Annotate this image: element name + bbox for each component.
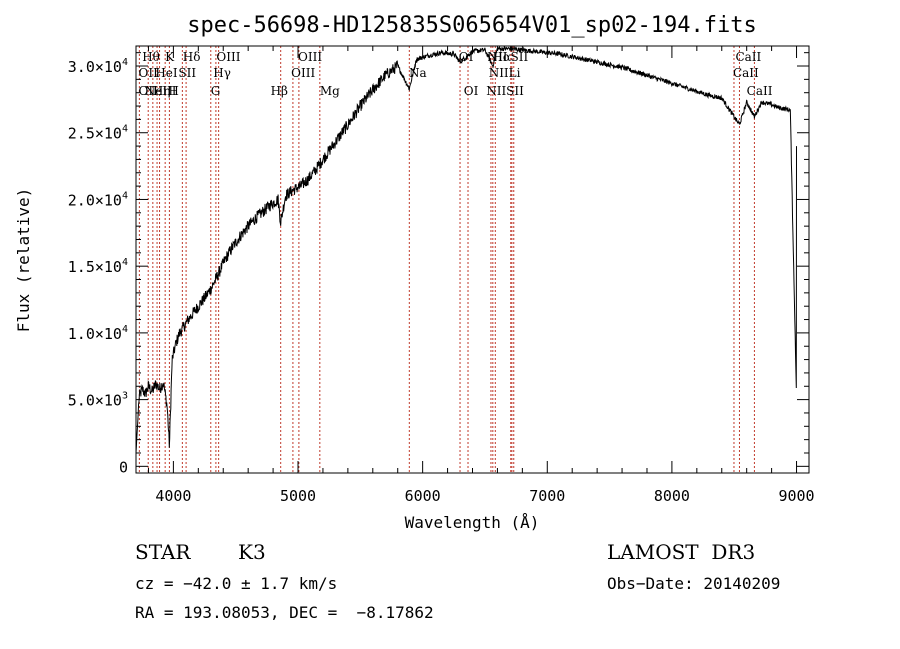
x-tick-label: 8000: [654, 487, 690, 505]
line-label: OI: [464, 84, 479, 98]
line-label: OIII: [298, 50, 322, 64]
y-tick-label: 0: [119, 458, 128, 476]
line-label: G: [211, 84, 221, 98]
line-label: Hδ: [183, 50, 201, 64]
line-label: NII: [487, 50, 507, 64]
line-label: CaII: [747, 84, 773, 98]
line-label: OII: [138, 84, 158, 98]
axes: 4000 5000 6000 7000 8000 9000 0 5.0×103 1.0×104 1…: [68, 46, 815, 505]
x-tick-label: 4000: [155, 487, 191, 505]
line-label: NII: [486, 84, 506, 98]
spectral-subclass: K3: [238, 540, 266, 564]
line-label: Hγ: [213, 66, 231, 80]
x-tick-label: 6000: [405, 487, 441, 505]
coordinates: RA = 193.08053, DEC = −8.17862: [135, 603, 434, 622]
line-label: Hθ: [142, 50, 160, 64]
redshift-cz: cz = −42.0 ± 1.7 km/s: [135, 574, 338, 593]
line-label: OII: [138, 66, 158, 80]
y-tick-label: 1.0×104: [68, 324, 128, 343]
emission-line-markers: [138, 46, 755, 473]
x-tick-label: 5000: [280, 487, 316, 505]
y-axis-label: Flux (relative): [14, 188, 33, 333]
line-label: CaII: [733, 66, 759, 80]
line-label: NII: [489, 66, 509, 80]
line-label: Hη: [153, 84, 171, 98]
line-label: CaII: [735, 50, 761, 64]
line-label: NeIII: [145, 84, 177, 98]
y-tick-label: 1.5×104: [68, 257, 128, 276]
line-label: Mg: [320, 84, 340, 98]
line-label: SII: [506, 84, 524, 98]
y-tick-label: 2.0×104: [68, 190, 128, 209]
line-label: Hα: [492, 50, 511, 64]
plot-frame: [135, 45, 810, 474]
spectrum-line: [135, 45, 797, 454]
x-tick-label: 7000: [529, 487, 565, 505]
obs-date: Obs−Date: 20140209: [607, 574, 781, 593]
line-label: OIII: [216, 50, 240, 64]
y-tick-label: 3.0×104: [68, 57, 128, 76]
line-label: H: [168, 84, 178, 98]
y-tick-label: 2.5×104: [68, 124, 128, 143]
x-axis-label: Wavelength (Å): [405, 513, 540, 532]
line-label: SII: [178, 66, 196, 80]
line-label: HeI: [155, 66, 178, 80]
line-label: Hβ: [271, 84, 288, 98]
x-tick-label: 9000: [778, 487, 814, 505]
y-tick-label: 5.0×103: [68, 391, 128, 410]
line-label: K: [165, 50, 175, 64]
object-class: STAR: [135, 540, 191, 564]
survey-name: LAMOST DR3: [607, 540, 756, 564]
chart-title: spec-56698-HD125835S065654V01_sp02-194.f…: [187, 13, 757, 38]
line-label: SII: [511, 50, 529, 64]
line-label: OIII: [291, 66, 315, 80]
line-label: Li: [509, 66, 521, 80]
